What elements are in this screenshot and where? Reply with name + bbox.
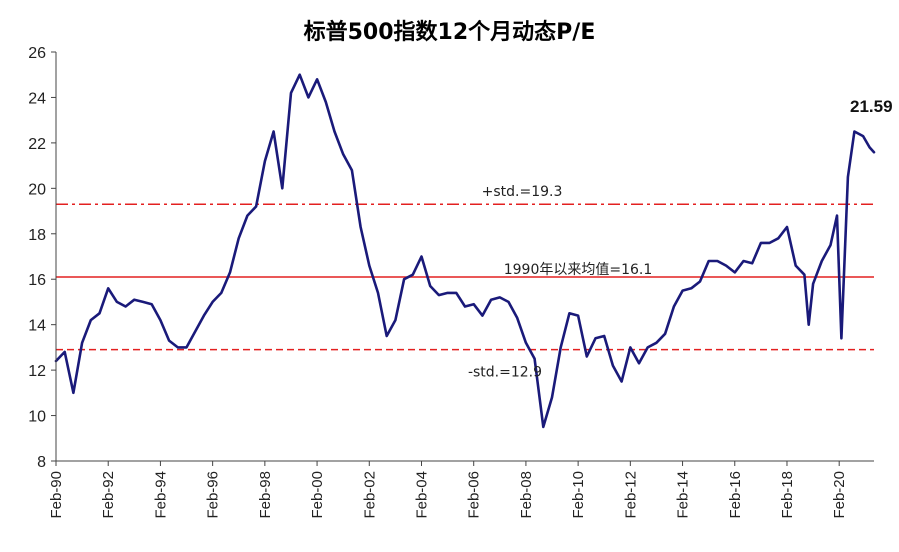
x-tick-label: Feb-18 [779,471,796,519]
x-tick-label: Feb-06 [466,471,483,519]
x-tick-label: Feb-00 [309,471,326,519]
chart-title: 标普500指数12个月动态P/E [303,20,596,45]
y-tick-label: 18 [28,227,46,244]
x-tick-label: Feb-08 [518,471,535,519]
y-tick-label: 26 [28,45,46,62]
series-group [54,73,876,429]
x-tick-label: Feb-92 [100,471,117,519]
x-tick-label: Feb-90 [48,471,65,519]
reference-label-0: +std.=19.3 [482,184,563,200]
axes: 8 10 12 14 16 18 20 22 24 26 Feb-90 Feb-92 Feb-94 Feb… [28,45,874,519]
last-value-label: 21.59 [850,97,893,116]
x-tick-label: Feb-10 [570,471,587,519]
x-tick-label: Feb-20 [831,471,848,519]
x-tick-label: Feb-04 [413,471,430,519]
y-tick-label: 22 [28,136,46,153]
y-tick-label: 10 [28,409,46,426]
y-tick-label: 14 [28,318,46,335]
reference-label-2: -std.=12.9 [468,365,542,381]
x-tick-label: Feb-94 [152,471,169,519]
series-line-0 [54,73,876,429]
x-tick-label: Feb-12 [622,471,639,519]
reference-lines [56,203,874,351]
y-tick-label: 24 [28,90,46,107]
x-tick-label: Feb-96 [205,471,222,519]
labels: +std.=19.3 1990年以来均值=16.1 -std.=12.9 21.59 [468,97,893,380]
y-tick-label: 20 [28,181,46,198]
x-tick-label: Feb-02 [361,471,378,519]
y-tick-label: 16 [28,272,46,289]
x-tick-label: Feb-14 [675,471,692,519]
x-tick-label: Feb-98 [257,471,274,519]
x-tick-label: Feb-16 [727,471,744,519]
y-tick-label: 12 [28,363,46,380]
y-tick-label: 8 [37,454,46,471]
reference-label-1: 1990年以来均值=16.1 [504,262,653,278]
